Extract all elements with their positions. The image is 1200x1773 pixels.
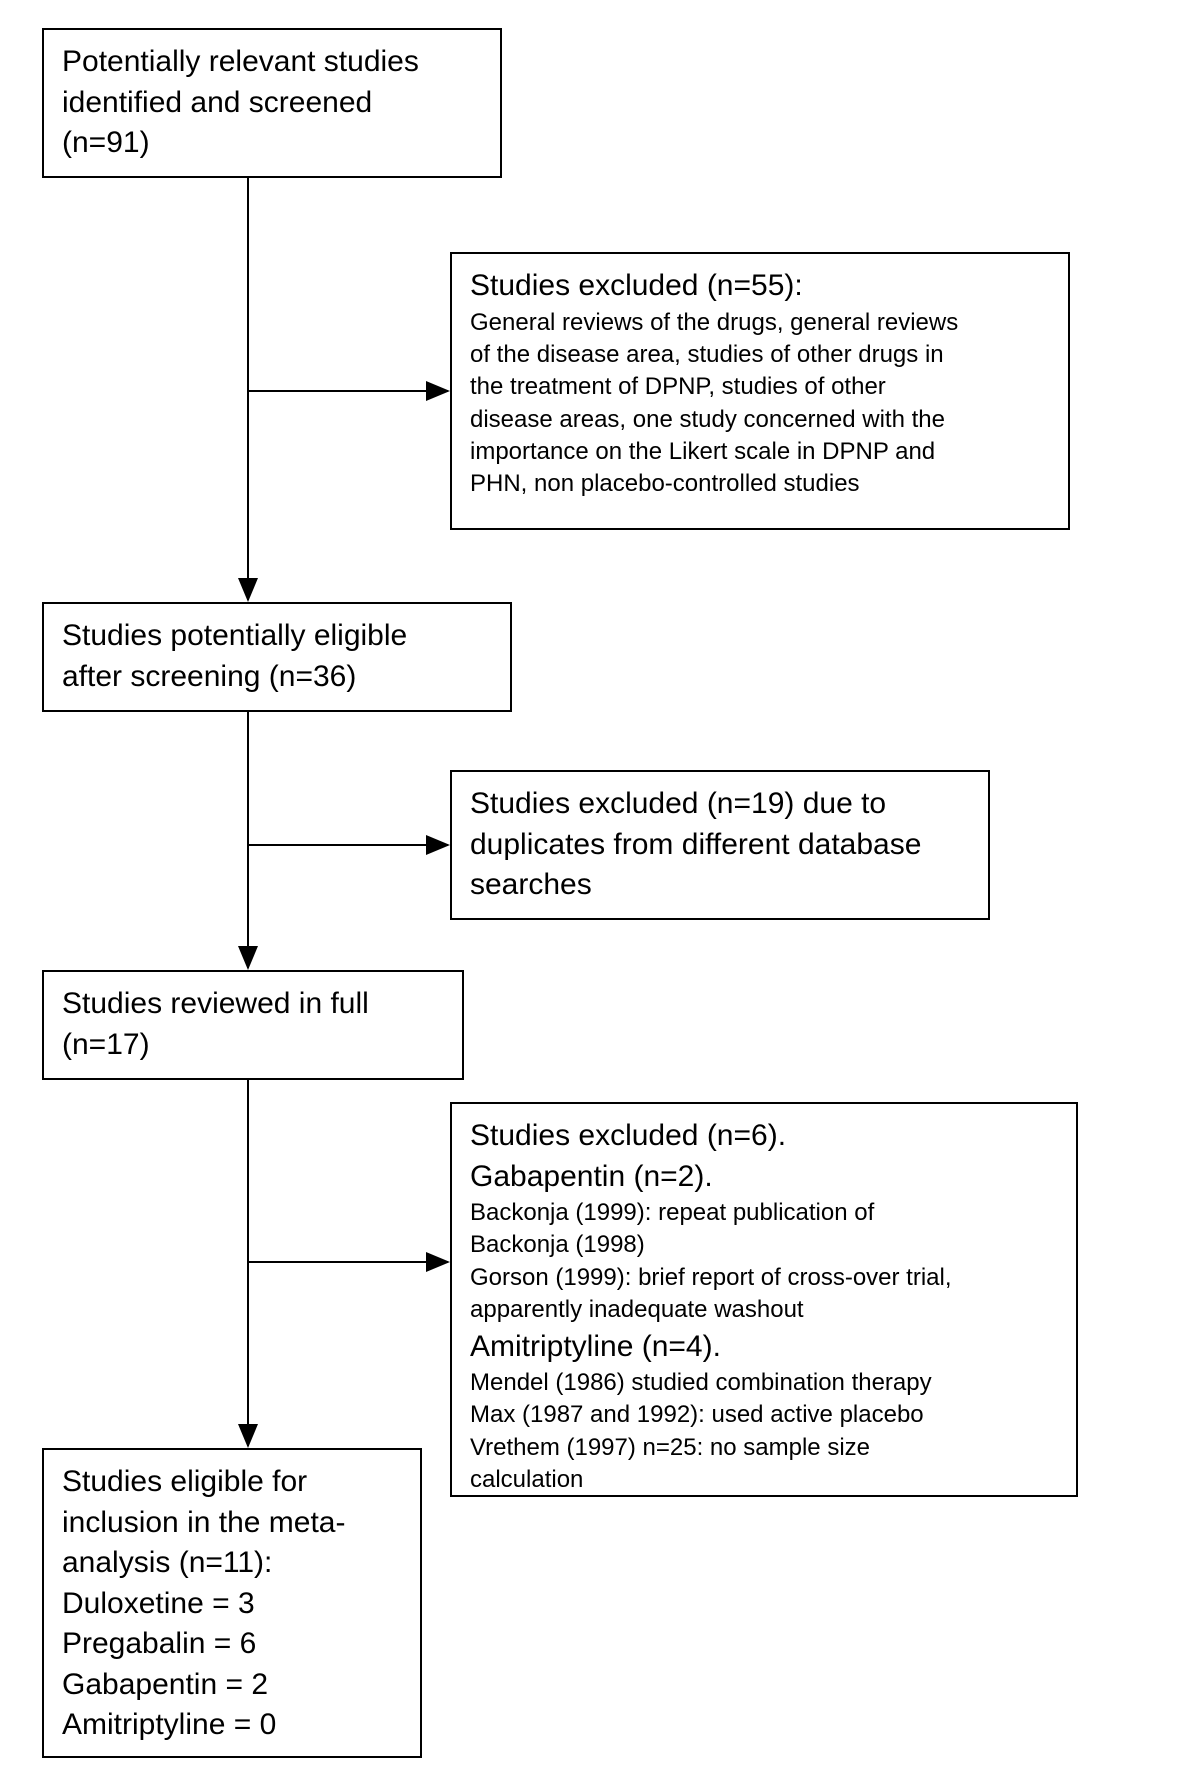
node-text: Studies eligible for inclusion in the me… <box>62 1462 402 1746</box>
flow-node-eligible-11: Studies eligible for inclusion in the me… <box>42 1448 422 1758</box>
flow-node-excluded-6: Studies excluded (n=6). Gabapentin (n=2)… <box>450 1102 1078 1497</box>
node-text: Studies reviewed in full (n=17) <box>62 984 444 1065</box>
node-text: Potentially relevant studies identified … <box>62 42 482 164</box>
flow-node-eligible-36: Studies potentially eligible after scree… <box>42 602 512 712</box>
node-title: Studies excluded (n=6). Gabapentin (n=2)… <box>470 1116 1058 1197</box>
flow-node-identified: Potentially relevant studies identified … <box>42 28 502 178</box>
node-body-1: Backonja (1999): repeat publication of B… <box>470 1197 1058 1327</box>
flow-node-reviewed-17: Studies reviewed in full (n=17) <box>42 970 464 1080</box>
flow-node-excluded-55: Studies excluded (n=55): General reviews… <box>450 252 1070 530</box>
node-body: General reviews of the drugs, general re… <box>470 307 1050 501</box>
node-title: Studies excluded (n=55): <box>470 266 1050 307</box>
node-text: Studies excluded (n=19) due to duplicate… <box>470 784 970 906</box>
flow-node-excluded-19: Studies excluded (n=19) due to duplicate… <box>450 770 990 920</box>
node-body-2: Mendel (1986) studied combination therap… <box>470 1367 1058 1497</box>
node-mid-title: Amitriptyline (n=4). <box>470 1327 1058 1368</box>
node-text: Studies potentially eligible after scree… <box>62 616 492 697</box>
